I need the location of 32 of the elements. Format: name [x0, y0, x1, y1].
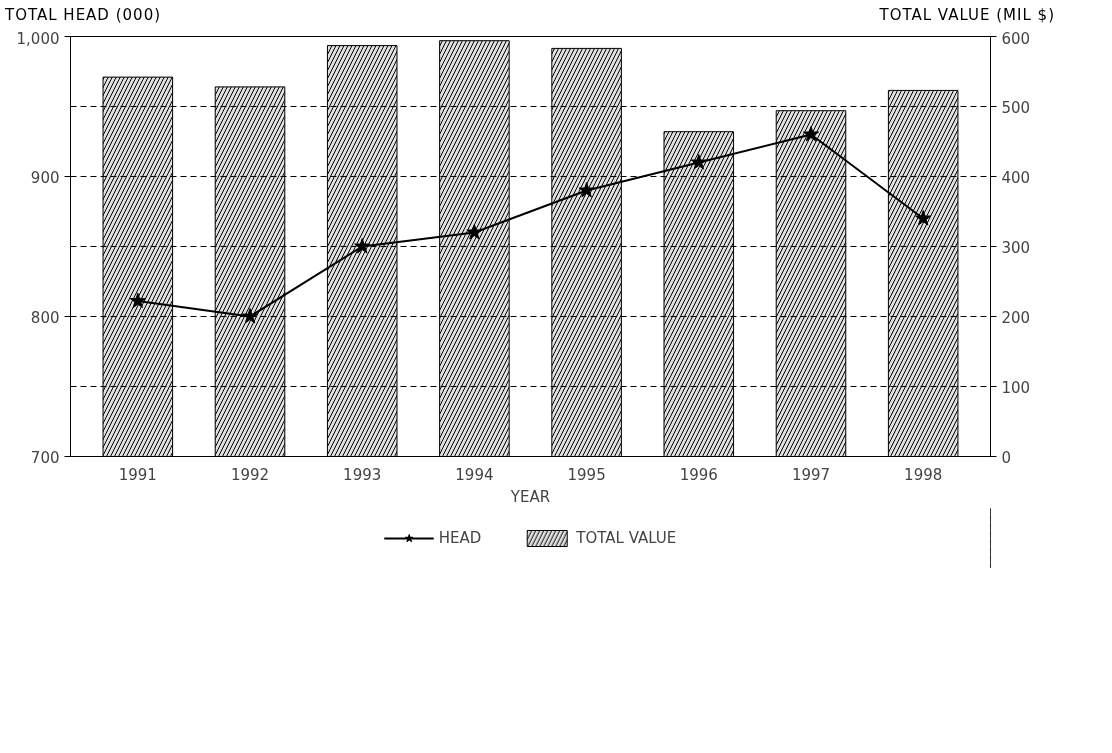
- y2-tick-label: 200: [1001, 308, 1031, 327]
- legend-label: HEAD: [438, 529, 482, 548]
- y-tick-label: 700: [30, 448, 60, 467]
- y2-tick-label: 300: [1001, 238, 1031, 257]
- y2-tick-label: 100: [1001, 378, 1031, 397]
- legend-label: TOTAL VALUE: [576, 529, 677, 548]
- point: [802, 126, 820, 142]
- y-tick-label: 1,000: [16, 29, 60, 48]
- y-tick-label: 800: [30, 308, 60, 327]
- y2-tick-label: 600: [1001, 29, 1031, 48]
- x-axis-title: YEAR: [509, 487, 551, 506]
- x-tick-label: 1991: [118, 465, 157, 484]
- y2-axis-title: TOTAL VALUE (MIL $): [879, 5, 1055, 26]
- y2-tick-label: 400: [1001, 168, 1031, 187]
- point: [915, 210, 932, 226]
- x-tick-label: 1992: [230, 465, 270, 484]
- y2-tick-label: 500: [1001, 98, 1031, 117]
- x-tick-label: 1997: [791, 465, 831, 484]
- x-tick-label: 1994: [455, 465, 494, 484]
- point: [241, 308, 259, 324]
- point: [129, 293, 146, 309]
- x-tick-label: 1995: [567, 465, 606, 484]
- point: [690, 154, 707, 170]
- x-tick-label: 1993: [343, 465, 382, 484]
- y-tick-label: 900: [30, 168, 60, 187]
- x-tick-label: 1998: [904, 465, 943, 484]
- y-axis-title: TOTAL HEAD (000): [5, 5, 162, 26]
- point: [354, 238, 371, 254]
- point: [466, 224, 483, 240]
- point: [578, 182, 595, 198]
- x-tick-label: 1996: [679, 465, 718, 484]
- y2-tick-label: 0: [1001, 448, 1012, 467]
